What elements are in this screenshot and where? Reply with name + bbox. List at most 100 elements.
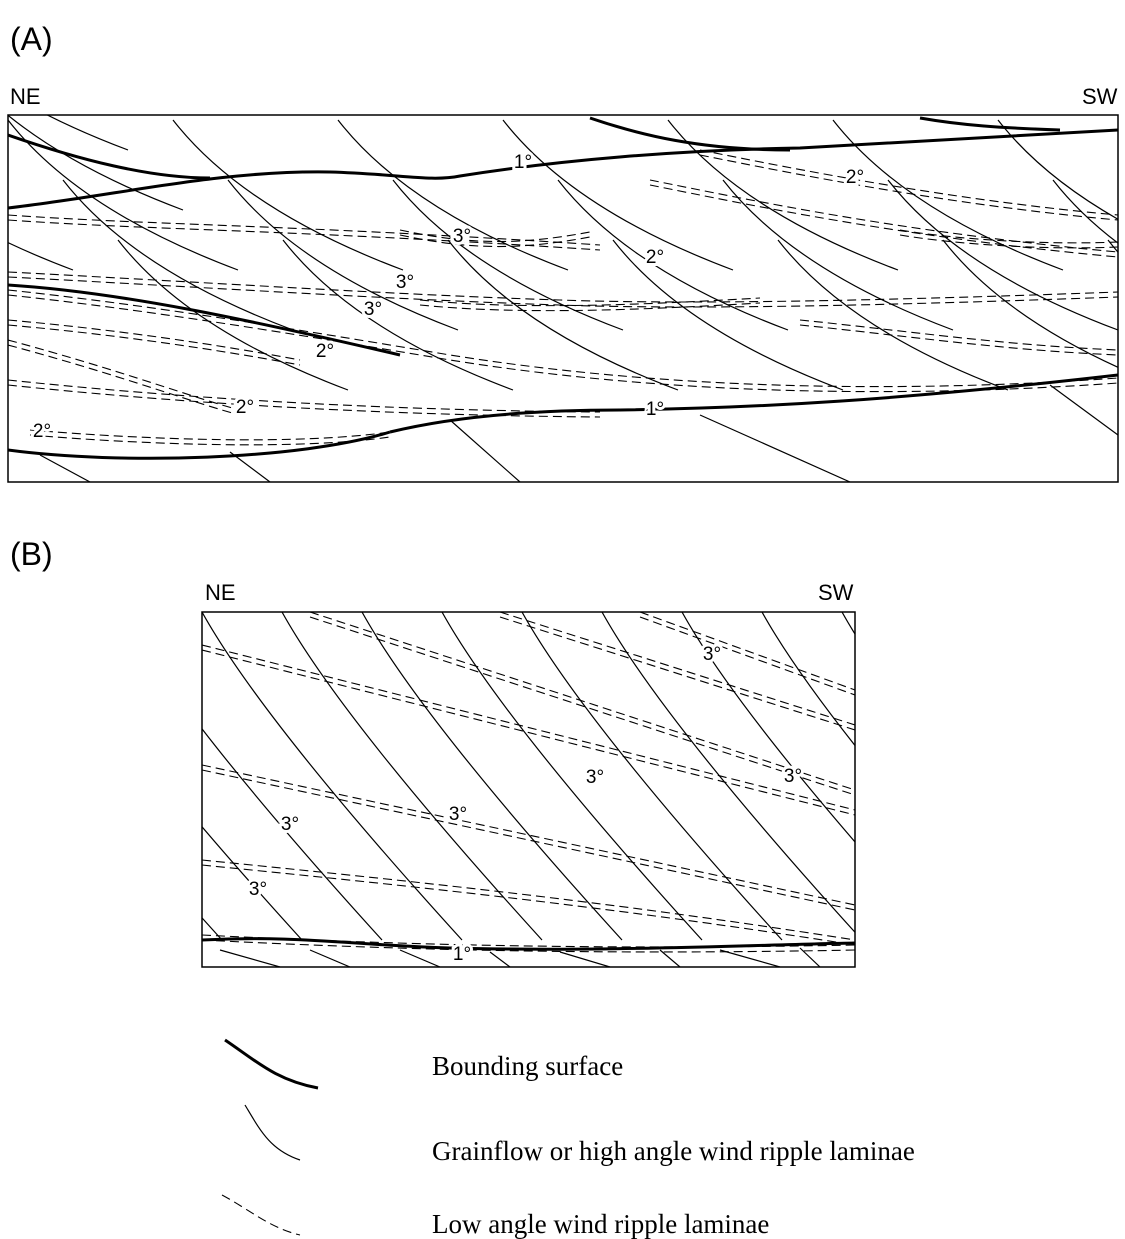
low-angle-laminae xyxy=(8,320,300,360)
low-angle-laminae xyxy=(8,340,240,410)
low-angle-laminae xyxy=(650,185,1118,257)
annotations: 1° 2° 3° 2° 3° 3° 2° 2° 1° 2° xyxy=(33,152,864,442)
foreset xyxy=(560,952,610,967)
foreset xyxy=(220,950,280,967)
low-angle-laminae xyxy=(8,220,600,250)
annotation: 2° xyxy=(646,247,664,268)
low-angle-laminae xyxy=(8,215,600,245)
low-angle-laminae xyxy=(8,325,300,365)
low-angle-laminae xyxy=(8,345,240,415)
annotation: 3° xyxy=(586,767,604,788)
panel-b-lines xyxy=(0,612,1125,967)
annotations: 3° 3° 3° 3° 3° 3° 1° xyxy=(249,644,802,965)
legend-label: Grainflow or high angle wind ripple lami… xyxy=(432,1136,915,1166)
foreset xyxy=(173,120,403,270)
bounding-surface xyxy=(8,432,390,458)
foreset xyxy=(668,120,898,270)
foreset xyxy=(602,612,862,940)
foreset xyxy=(700,415,850,482)
annotation: 3° xyxy=(453,226,471,247)
direction-label: SW xyxy=(818,580,854,605)
annotation: 2° xyxy=(33,421,51,442)
foreset xyxy=(0,612,222,940)
low-angle-laminae xyxy=(30,430,390,440)
low-angle-laminae xyxy=(800,325,1118,355)
low-angle-laminae xyxy=(202,645,855,810)
legend-label: Bounding surface xyxy=(432,1051,623,1081)
low-angle-laminae xyxy=(8,272,1118,302)
foreset xyxy=(228,180,458,330)
panel-frame xyxy=(202,612,855,967)
foreset xyxy=(40,455,90,482)
foreset xyxy=(0,120,73,270)
foreset xyxy=(283,240,513,390)
foreset xyxy=(450,420,520,482)
direction-label: NE xyxy=(10,84,41,109)
low-angle-laminae xyxy=(202,770,855,910)
foreset xyxy=(338,120,568,270)
foreset xyxy=(0,612,142,940)
legend-label: Low angle wind ripple laminae xyxy=(432,1209,769,1239)
foreset xyxy=(888,180,1118,330)
low-angle-laminae xyxy=(202,865,855,945)
annotation: 3° xyxy=(364,299,382,320)
foreset xyxy=(230,452,270,482)
low-angle-laminae xyxy=(640,617,855,695)
low-angle-laminae xyxy=(8,295,1118,392)
foreset xyxy=(522,612,782,940)
foreset xyxy=(8,120,238,270)
annotation: 2° xyxy=(846,167,864,188)
panel-label: (A) xyxy=(10,21,53,57)
foreset xyxy=(118,240,348,390)
foreset xyxy=(310,950,350,967)
bounding-surface xyxy=(8,135,210,178)
low-angle-laminae xyxy=(202,650,855,815)
foreset xyxy=(842,612,1102,940)
foreset xyxy=(442,612,702,940)
legend-symbol xyxy=(222,1195,300,1235)
foreset xyxy=(282,612,542,940)
legend: Bounding surface Grainflow or high angle… xyxy=(222,1040,915,1239)
panel-frame xyxy=(8,115,1118,482)
annotation: 3° xyxy=(703,644,721,665)
annotation: 1° xyxy=(646,399,664,420)
bounding-surface xyxy=(202,939,855,950)
legend-symbol xyxy=(245,1105,300,1160)
annotation: 2° xyxy=(236,397,254,418)
low-angle-laminae xyxy=(700,155,1118,220)
foreset xyxy=(720,950,780,967)
annotation: 1° xyxy=(453,944,471,965)
figure: (A) NE SW 1° 2° 3° 2° 3° 3° 2° 2° 1° 2° … xyxy=(0,0,1125,1239)
annotation: 2° xyxy=(316,341,334,362)
annotation: 3° xyxy=(281,814,299,835)
foreset xyxy=(400,950,440,967)
foreset xyxy=(1108,240,1125,390)
foreset xyxy=(448,240,678,390)
low-angle-laminae xyxy=(8,277,1118,307)
low-angle-laminae xyxy=(500,612,855,725)
foreset xyxy=(362,612,622,940)
annotation: 3° xyxy=(396,272,414,293)
direction-label: SW xyxy=(1082,84,1118,109)
foreset xyxy=(943,240,1125,390)
foreset xyxy=(1050,385,1118,435)
low-angle-laminae xyxy=(8,380,600,412)
low-angle-laminae xyxy=(800,320,1118,350)
panel-label: (B) xyxy=(10,536,53,572)
panel-a-lines xyxy=(0,0,1125,482)
foreset xyxy=(490,952,510,967)
bounding-surface xyxy=(8,130,1118,208)
foreset xyxy=(202,612,462,940)
low-angle-laminae xyxy=(650,180,1118,252)
bounding-surface xyxy=(920,118,1060,130)
foreset xyxy=(723,180,953,330)
foreset xyxy=(778,240,1008,390)
annotation: 3° xyxy=(449,804,467,825)
foreset xyxy=(393,180,623,330)
annotation: 3° xyxy=(249,879,267,900)
annotation: 1° xyxy=(514,152,532,173)
foreset xyxy=(922,612,1125,940)
low-angle-laminae xyxy=(640,612,855,690)
legend-symbol xyxy=(225,1040,318,1088)
foreset xyxy=(660,950,680,967)
